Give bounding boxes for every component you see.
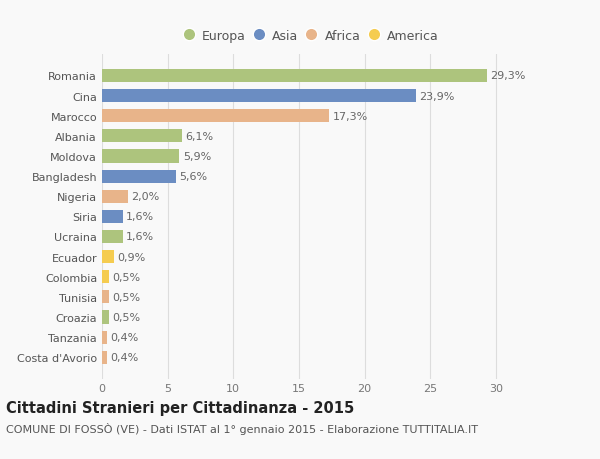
Bar (102, 170, 176, 183)
Bar (102, 70, 487, 83)
Text: 0,5%: 0,5% (112, 292, 140, 302)
Text: 2,0%: 2,0% (131, 192, 160, 202)
Bar (102, 110, 329, 123)
Bar (102, 230, 123, 243)
Text: 5,9%: 5,9% (183, 151, 211, 162)
Bar (102, 150, 179, 163)
Bar (102, 311, 109, 324)
Text: 29,3%: 29,3% (490, 71, 525, 81)
Text: 6,1%: 6,1% (185, 132, 214, 141)
Text: 0,9%: 0,9% (117, 252, 145, 262)
Legend: Europa, Asia, Africa, America: Europa, Asia, Africa, America (182, 26, 442, 46)
Text: 1,6%: 1,6% (126, 232, 154, 242)
Bar (102, 251, 114, 263)
Text: 1,6%: 1,6% (126, 212, 154, 222)
Bar (102, 271, 109, 284)
Bar (102, 130, 182, 143)
Text: 17,3%: 17,3% (332, 112, 368, 122)
Bar (102, 291, 109, 304)
Text: 0,5%: 0,5% (112, 312, 140, 322)
Text: 0,5%: 0,5% (112, 272, 140, 282)
Text: 5,6%: 5,6% (179, 172, 207, 182)
Text: Cittadini Stranieri per Cittadinanza - 2015: Cittadini Stranieri per Cittadinanza - 2… (6, 400, 354, 415)
Text: COMUNE DI FOSSÒ (VE) - Dati ISTAT al 1° gennaio 2015 - Elaborazione TUTTITALIA.I: COMUNE DI FOSSÒ (VE) - Dati ISTAT al 1° … (6, 422, 478, 434)
Bar (102, 210, 123, 224)
Text: 0,4%: 0,4% (110, 332, 139, 342)
Bar (102, 331, 107, 344)
Text: 23,9%: 23,9% (419, 91, 454, 101)
Text: 0,4%: 0,4% (110, 353, 139, 363)
Bar (102, 190, 128, 203)
Bar (102, 351, 107, 364)
Bar (102, 90, 416, 103)
